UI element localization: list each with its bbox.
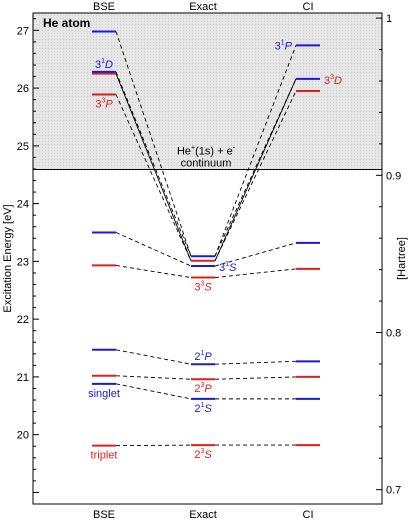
connector-line (115, 232, 192, 267)
hartree-tick-label: 0.9 (386, 170, 401, 182)
connector-line (214, 78, 297, 261)
continuum-label-line2: continuum (181, 158, 232, 170)
state-label-exact-23p: 23P (194, 382, 212, 395)
state-labels: 31D 33P 33S 31S 21P 23P 21S 23S 31P 33D (95, 39, 342, 461)
connector-line (214, 268, 297, 279)
column-label-bottom: BSE (93, 509, 115, 521)
connector-lines (115, 31, 297, 447)
hartree-tick-label: 1 (386, 13, 392, 25)
state-label-bse-31d: 31D (95, 58, 113, 71)
y-tick-label: 21 (17, 372, 29, 384)
connector-line (115, 264, 192, 279)
left-axis-ticks: 20 21 22 23 24 25 26 27 (17, 18, 39, 493)
state-label-exact-31s: 31S (219, 261, 237, 274)
connector-line (115, 71, 192, 257)
state-label-exact-33s: 33S (194, 281, 212, 294)
connector-line (115, 31, 192, 257)
legend: singlet triplet (88, 388, 120, 462)
connector-line (214, 45, 297, 257)
right-axis-ticks: 0.7 0.8 0.9 1 (376, 13, 401, 497)
y-tick-label: 20 (17, 430, 29, 442)
state-label-exact-21s: 21S (194, 402, 212, 415)
connector-line (214, 360, 297, 365)
continuum-label: He+(1s) + e-continuum (177, 145, 236, 170)
state-label-bse-33p: 33P (95, 97, 113, 110)
continuum-region (33, 13, 382, 170)
y-tick-label: 26 (17, 83, 29, 95)
connector-line (115, 73, 192, 261)
hartree-tick-label: 0.8 (386, 327, 401, 339)
connector-line (115, 94, 192, 261)
column-labels-bottom: BSE Exact CI (93, 509, 314, 521)
state-label-exact-21p: 21P (194, 350, 212, 363)
y-axis-title-left: Excitation Energy [eV] (2, 204, 14, 312)
column-labels-top: BSE Exact CI (93, 1, 314, 13)
plot-frame (32, 12, 383, 505)
chart-title: He atom (43, 16, 90, 30)
y-tick-label: 27 (17, 25, 29, 37)
column-label-bottom: CI (303, 509, 314, 521)
connector-line (214, 376, 297, 380)
y-tick-label: 22 (17, 314, 29, 326)
y-tick-label: 25 (17, 141, 29, 153)
state-label-exact-23s: 23S (194, 448, 212, 461)
continuum-label-line1: He+(1s) + e- (177, 145, 236, 158)
y-tick-label: 23 (17, 256, 29, 268)
connector-line (214, 90, 297, 262)
legend-triplet: triplet (91, 450, 118, 462)
connector-line (115, 349, 192, 365)
legend-singlet: singlet (88, 388, 120, 400)
state-label-ci-31p: 31P (275, 39, 293, 52)
connector-line (115, 444, 192, 447)
column-label-bottom: Exact (189, 509, 217, 521)
column-label-top: CI (303, 1, 314, 13)
column-label-top: BSE (93, 1, 115, 13)
state-label-ci-33d: 33D (324, 74, 342, 87)
connector-line (115, 383, 192, 400)
y-tick-label: 24 (17, 199, 29, 211)
hartree-tick-label: 0.7 (386, 485, 401, 497)
y-axis-title-right: [Hartree] (396, 237, 408, 280)
column-label-top: Exact (189, 1, 217, 13)
connector-line (214, 242, 297, 267)
connector-line (115, 375, 192, 380)
energy-levels (92, 30, 320, 447)
